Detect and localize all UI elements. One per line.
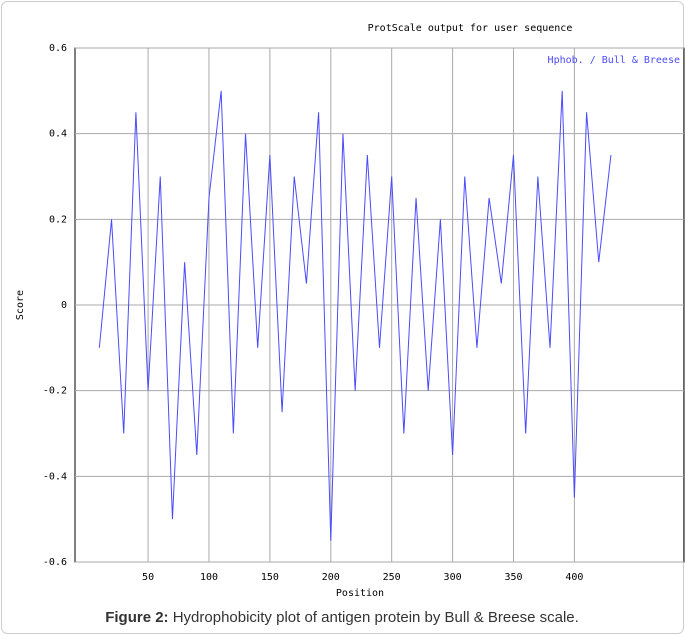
y-tick-label: -0.6 [43, 557, 67, 568]
data-line [98, 90, 612, 541]
x-tick-label: 100 [200, 572, 218, 583]
caption: Figure 2: Hydrophobicity plot of antigen… [105, 609, 579, 626]
y-axis-label: Score [15, 290, 26, 320]
x-tick-label: 400 [565, 572, 583, 583]
x-tick-label: 50 [142, 572, 154, 583]
legend-label: Hphob. / Bull & Breese [548, 55, 680, 66]
caption-label: Figure 2: [105, 609, 168, 626]
y-tick-label: 0 [61, 300, 67, 311]
x-axis-label: Position [336, 588, 384, 599]
y-tick-label: 0.2 [49, 214, 67, 225]
chart-title: ProtScale output for user sequence [368, 23, 573, 34]
x-tick-label: 300 [444, 572, 462, 583]
x-tick-label: 150 [261, 572, 279, 583]
y-tick-label: -0.2 [43, 386, 67, 397]
x-tick-label: 200 [322, 572, 340, 583]
x-tick-label: 350 [504, 572, 522, 583]
y-tick-label: 0.6 [49, 43, 67, 54]
y-tick-label: -0.4 [43, 471, 67, 482]
y-tick-label: 0.4 [49, 129, 67, 140]
caption-text: Hydrophobicity plot of antigen protein b… [173, 609, 579, 626]
x-tick-label: 250 [383, 572, 401, 583]
